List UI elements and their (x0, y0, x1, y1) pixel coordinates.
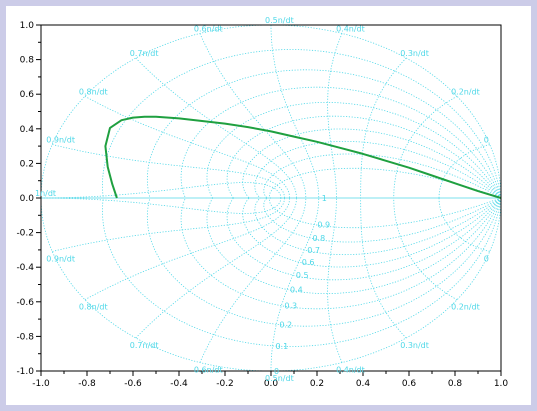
x-tick-label: 0.2 (310, 379, 324, 389)
x-tick-label: 0.8 (448, 379, 463, 389)
damping-label: 0.5 (296, 271, 309, 280)
locus-line (104, 115, 502, 199)
x-tick-label: 0.6 (402, 379, 417, 389)
damping-line (254, 197, 502, 256)
frequency-line (135, 57, 297, 199)
frequency-label-lower: 0.6n/dt (194, 366, 223, 375)
frequency-label-upper: 0.5n/dt (265, 16, 294, 25)
frequency-label-upper: 0.4n/dt (336, 24, 365, 33)
frequency-label-upper: 0 (484, 136, 489, 145)
damping-label: 0.7 (307, 246, 320, 255)
frequency-line (438, 197, 490, 252)
frequency-line (199, 197, 307, 363)
y-tick-label: 0.2 (20, 159, 34, 169)
damping-label: 0.8 (312, 234, 325, 243)
damping-line (40, 24, 502, 198)
frequency-line (199, 33, 307, 199)
frequency-line (41, 197, 282, 214)
damping-line (206, 102, 502, 199)
frequency-label-lower: 0.3n/dt (400, 341, 429, 350)
frequency-line (327, 197, 343, 363)
y-tick-label: -0.4 (16, 263, 34, 273)
damping-line (263, 153, 502, 199)
damping-line (180, 197, 502, 310)
x-tick-label: 1.0 (494, 379, 509, 389)
x-tick-label: -0.4 (170, 379, 188, 389)
damping-line (242, 197, 502, 268)
frequency-line (393, 95, 458, 199)
damping-line (180, 86, 502, 199)
zgrid-chart: -1.0 -0.8 -0.6 -0.4 -0.2 0.0 0.2 0.4 0.6 0.8 1.0 1.… (16, 16, 508, 389)
frequency-line (270, 197, 320, 371)
damping-label: 0.3 (284, 302, 297, 311)
frequency-label-lower: 0.7n/dt (130, 341, 159, 350)
frequency-label-upper: 0.6n/dt (194, 24, 223, 33)
frequency-label-upper: 0.8n/dt (79, 87, 108, 96)
damping-label: 0 (274, 367, 279, 376)
y-tick-label: -0.2 (16, 229, 34, 239)
damping-label: 0.4 (290, 286, 303, 295)
damping-line (254, 140, 502, 199)
frequency-line (393, 197, 458, 301)
damping-line (269, 197, 502, 229)
frequency-label-upper: 1n/dt (35, 189, 56, 198)
frequency-line (41, 182, 282, 199)
frequency-line (135, 197, 297, 339)
chart-frame: -1.0 -0.8 -0.6 -0.4 -0.2 0.0 0.2 0.4 0.6 0.8 1.0 1.… (6, 6, 531, 405)
frequency-label-upper: 0.3n/dt (400, 49, 429, 58)
damping-line (269, 167, 502, 199)
damping-line (226, 115, 502, 199)
frequency-line (360, 197, 407, 339)
frequency-line (327, 33, 343, 199)
y-tick-label: 1.0 (20, 21, 35, 31)
frequency-line (52, 144, 285, 199)
frequency-line (52, 197, 285, 252)
x-tick-label: -0.2 (216, 379, 234, 389)
frequency-label-lower: 0.2n/dt (451, 303, 480, 312)
y-tick-label: 0.4 (20, 125, 35, 135)
damping-line (102, 49, 502, 199)
y-tick-label: -1.0 (16, 367, 34, 377)
damping-line (206, 197, 502, 295)
frequency-label-lower: 0 (484, 254, 489, 263)
axes: -1.0 -0.8 -0.6 -0.4 -0.2 0.0 0.2 0.4 0.6 0.8 1.0 1.… (16, 21, 508, 389)
damping-label: 1 (322, 194, 327, 203)
frequency-label-upper: 0.9n/dt (46, 136, 75, 145)
damping-label: 0.2 (279, 320, 292, 329)
frequency-label-lower: 0.9n/dt (46, 254, 75, 263)
x-tick-label: -1.0 (32, 379, 50, 389)
frequency-label-lower: 0.4n/dt (336, 366, 365, 375)
x-tick-label: -0.8 (78, 379, 96, 389)
damping-line (146, 69, 502, 199)
zgrid-grid (40, 24, 502, 372)
y-tick-label: 0.0 (20, 194, 35, 204)
damping-line (242, 128, 502, 199)
y-tick-label: -0.6 (16, 298, 34, 308)
damping-line (263, 197, 502, 243)
frequency-line (270, 25, 320, 199)
frequency-label-upper: 0.2n/dt (451, 87, 480, 96)
damping-label: 0.6 (302, 258, 315, 267)
root-locus-curve (104, 115, 502, 199)
damping-line (146, 197, 502, 327)
x-tick-label: -0.6 (124, 379, 142, 389)
frequency-line (438, 144, 490, 199)
grid-labels: 1 0.9 0.8 0.7 0.6 0.5 0.4 0.3 0.2 0.1 0 1n/dt 0.9n/d… (35, 16, 489, 383)
frequency-line (84, 95, 290, 199)
y-tick-label: 0.8 (20, 56, 35, 66)
damping-label: 0.1 (276, 342, 289, 351)
frequency-label-lower: 0.5n/dt (265, 374, 294, 383)
y-tick-label: -0.8 (16, 332, 34, 342)
damping-line (102, 197, 502, 347)
damping-label: 0.9 (317, 221, 330, 230)
damping-line (40, 198, 502, 372)
frequency-label-upper: 0.7n/dt (130, 49, 159, 58)
frequency-line (84, 197, 290, 301)
frequency-line (360, 57, 407, 199)
frequency-label-lower: 0.8n/dt (79, 303, 108, 312)
damping-line (226, 197, 502, 281)
x-tick-label: 0.0 (264, 379, 279, 389)
x-tick-label: 0.4 (356, 379, 371, 389)
y-tick-label: 0.6 (20, 90, 35, 100)
